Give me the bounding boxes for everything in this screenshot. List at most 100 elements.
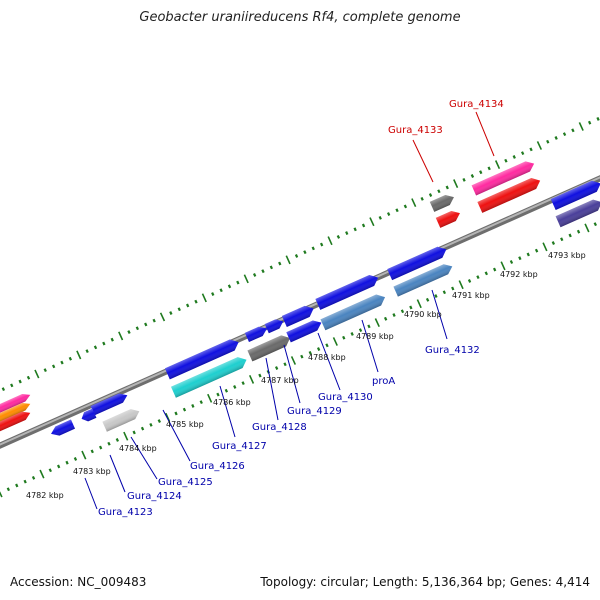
ruler-minor-tick xyxy=(526,252,530,257)
scale-label: 4783 kbp xyxy=(73,467,111,476)
gene-label-gura_4125: Gura_4125 xyxy=(158,477,213,488)
ruler-minor-tick xyxy=(157,419,161,423)
scale-label: 4790 kbp xyxy=(404,310,442,319)
ruler-minor-tick xyxy=(149,422,153,427)
ruler-minor-tick xyxy=(174,411,178,416)
ruler-minor-tick xyxy=(43,368,47,373)
gene-features xyxy=(0,161,600,436)
gene-4125-arrow xyxy=(102,409,140,432)
ruler-minor-tick xyxy=(31,475,36,480)
ruler-minor-tick xyxy=(10,383,14,388)
ruler-minor-tick xyxy=(132,430,136,435)
ruler-minor-tick xyxy=(560,237,564,242)
ruler-major-tick xyxy=(76,350,82,360)
ruler-minor-tick xyxy=(194,299,198,304)
ruler-minor-tick xyxy=(551,241,556,245)
scale-label: 4786 kbp xyxy=(213,398,251,407)
ruler-major-tick xyxy=(285,255,291,265)
gene-left-edge-orange xyxy=(0,403,31,424)
ruler-minor-tick xyxy=(571,128,575,133)
ruler-minor-tick xyxy=(236,280,240,285)
gene-label-gura_4130: Gura_4130 xyxy=(318,392,373,403)
leader-line xyxy=(109,454,126,493)
ruler-major-tick xyxy=(453,179,459,189)
gene-4126-arrow xyxy=(164,339,239,380)
scale-label: 4787 kbp xyxy=(261,376,299,385)
ruler-major-tick xyxy=(165,412,171,422)
leader-line xyxy=(130,436,158,480)
ruler-minor-tick xyxy=(479,170,483,175)
ruler-minor-tick xyxy=(1,387,6,392)
ruler-minor-tick xyxy=(144,322,148,327)
gene-label-gura_4127: Gura_4127 xyxy=(212,441,267,452)
ruler-major-tick xyxy=(39,469,45,479)
ruler-minor-tick xyxy=(392,313,396,317)
ruler-minor-tick xyxy=(182,407,187,412)
scale-label: 4785 kbp xyxy=(166,420,204,429)
gene-4128b-arrow xyxy=(247,335,291,362)
ruler-minor-tick xyxy=(409,305,413,310)
ruler-minor-tick xyxy=(258,373,262,378)
ruler-minor-tick xyxy=(269,265,274,270)
ruler-minor-tick xyxy=(361,223,366,228)
ruler-major-tick xyxy=(81,450,87,460)
ruler-minor-tick xyxy=(241,381,245,386)
ruler-minor-tick xyxy=(509,260,514,264)
gene-right-edge-arrow xyxy=(550,180,600,211)
ruler-minor-tick xyxy=(529,147,533,152)
ruler-minor-tick xyxy=(476,275,480,280)
ruler-minor-tick xyxy=(191,403,195,408)
ruler-minor-tick xyxy=(135,326,140,331)
gene-4123-arrow xyxy=(51,419,75,436)
ruler-minor-tick xyxy=(169,311,173,315)
ruler-major-tick xyxy=(411,198,417,208)
ruler-major-tick xyxy=(494,160,501,170)
gene-label-gura_4132: Gura_4132 xyxy=(425,345,480,356)
ruler-major-tick xyxy=(536,141,543,150)
ruler-major-tick xyxy=(500,261,506,271)
ruler-minor-tick xyxy=(177,307,181,312)
gene-label-gura_4128: Gura_4128 xyxy=(252,422,307,433)
gene-right-edge-purple xyxy=(555,199,600,228)
leader-line xyxy=(219,385,236,438)
leader-line xyxy=(475,111,495,157)
leader-line xyxy=(84,477,98,510)
ruler-minor-tick xyxy=(140,426,145,431)
ruler-minor-tick xyxy=(367,324,371,329)
ruler-minor-tick xyxy=(437,189,441,194)
gene-label-proa: proA xyxy=(372,376,395,387)
ruler-minor-tick xyxy=(593,222,597,227)
gene-4133a-arrow xyxy=(429,194,454,212)
ruler-minor-tick xyxy=(115,438,120,442)
ruler-minor-tick xyxy=(420,196,424,201)
gene-label-gura_4126: Gura_4126 xyxy=(190,461,245,472)
ruler-minor-tick xyxy=(350,332,354,336)
ruler-minor-tick xyxy=(512,155,516,159)
ruler-minor-tick xyxy=(534,248,539,253)
ruler-minor-tick xyxy=(487,166,491,171)
gene-label-gura_4123: Gura_4123 xyxy=(98,507,153,518)
ruler-minor-tick xyxy=(294,254,299,258)
gene-4127-arrow xyxy=(171,357,247,398)
ruler-minor-tick xyxy=(18,379,22,384)
ruler-major-tick xyxy=(248,374,255,384)
ruler-minor-tick xyxy=(325,343,329,348)
ruler-major-tick xyxy=(290,356,297,365)
accession-text: Accession: NC_009483 xyxy=(10,575,147,589)
ruler-minor-tick xyxy=(300,354,304,359)
genome-summary-text: Topology: circular; Length: 5,136,364 bp… xyxy=(260,575,590,589)
gene-4133b-arrow xyxy=(435,210,460,228)
gene-4130-arrow xyxy=(315,274,379,310)
ruler-minor-tick xyxy=(252,273,257,277)
leader-line xyxy=(412,139,434,183)
ruler-minor-tick xyxy=(568,233,572,238)
ruler-minor-tick xyxy=(211,292,215,296)
scale-label: 4788 kbp xyxy=(308,353,346,362)
gene-4123b-arrow xyxy=(81,408,97,422)
scale-label: 4792 kbp xyxy=(500,270,538,279)
gene-left-edge-pink xyxy=(0,394,31,415)
ruler-minor-tick xyxy=(400,309,405,314)
ruler-major-tick xyxy=(578,122,584,131)
ruler-minor-tick xyxy=(467,279,472,283)
ruler-minor-tick xyxy=(378,215,382,220)
